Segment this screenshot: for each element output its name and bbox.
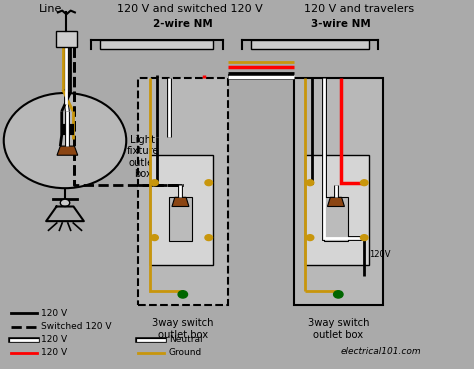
Text: Line: Line xyxy=(39,4,63,14)
Circle shape xyxy=(306,235,314,241)
Text: 3-wire NM: 3-wire NM xyxy=(311,19,371,29)
Polygon shape xyxy=(57,146,78,155)
Circle shape xyxy=(360,180,368,186)
Text: Light
fixture
outlet
box: Light fixture outlet box xyxy=(126,135,159,179)
Circle shape xyxy=(4,93,126,188)
Text: electrical101.com: electrical101.com xyxy=(341,346,421,356)
Circle shape xyxy=(360,235,368,241)
Text: 120 V and switched 120 V: 120 V and switched 120 V xyxy=(117,4,263,14)
Circle shape xyxy=(60,199,70,207)
Bar xyxy=(138,78,228,306)
Bar xyxy=(56,31,77,47)
Text: 120 V and travelers: 120 V and travelers xyxy=(304,4,415,14)
Circle shape xyxy=(334,291,343,298)
Bar xyxy=(293,78,383,306)
Circle shape xyxy=(205,180,212,186)
Text: 120 V: 120 V xyxy=(41,335,68,344)
Text: 2-wire NM: 2-wire NM xyxy=(153,19,213,29)
Text: 120 V: 120 V xyxy=(41,348,68,358)
Text: 120V: 120V xyxy=(369,249,391,259)
Text: Switched 120 V: Switched 120 V xyxy=(41,322,112,331)
Bar xyxy=(324,197,348,241)
Bar xyxy=(305,155,369,265)
Bar xyxy=(100,40,213,49)
Circle shape xyxy=(151,235,158,241)
Text: 3way switch
outlet box: 3way switch outlet box xyxy=(152,318,214,340)
Bar xyxy=(150,155,213,265)
Text: 3way switch
outlet box: 3way switch outlet box xyxy=(308,318,369,340)
Text: Neutral: Neutral xyxy=(169,335,202,344)
Circle shape xyxy=(205,235,212,241)
Bar xyxy=(251,40,369,49)
Circle shape xyxy=(178,291,188,298)
Polygon shape xyxy=(328,197,345,207)
Polygon shape xyxy=(172,197,189,207)
Text: 120 V: 120 V xyxy=(41,309,68,318)
Circle shape xyxy=(151,180,158,186)
Circle shape xyxy=(306,180,314,186)
Text: Ground: Ground xyxy=(169,348,202,358)
Bar xyxy=(169,197,192,241)
